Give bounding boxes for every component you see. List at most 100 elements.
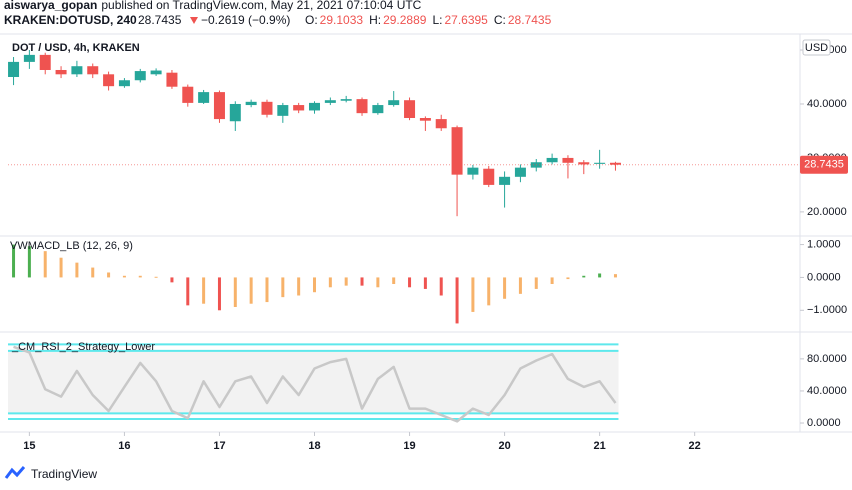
histogram-bar (170, 277, 174, 283)
x-tick-label: 19 (403, 440, 415, 452)
candle-body (609, 162, 621, 165)
candle-body (578, 162, 590, 165)
candle-body (419, 118, 431, 121)
ohlc-value: 27.6395 (444, 13, 488, 27)
y-tick-label: 1.0000 (807, 238, 841, 250)
histogram-bar (503, 277, 507, 299)
rsi-line (13, 345, 617, 423)
candle-body (213, 92, 225, 120)
candle-body (451, 127, 463, 175)
ohlc-label: L: (432, 13, 442, 27)
histogram-bar (186, 277, 190, 306)
histogram-bar (313, 277, 317, 293)
brand: TradingView (31, 467, 97, 481)
down-arrow (190, 17, 198, 24)
histogram-bar (344, 277, 348, 286)
candle-body (499, 176, 511, 185)
currency-box[interactable] (802, 39, 831, 56)
y-tick-label: 80.0000 (807, 353, 847, 365)
candle-body (118, 80, 130, 87)
author: aiswarya_gopan (4, 0, 97, 12)
y-tick-label: −1.0000 (807, 304, 847, 316)
x-tick-label: 17 (213, 440, 225, 452)
candle-body (293, 105, 305, 111)
candle-body (8, 61, 20, 78)
histogram-bar (471, 277, 475, 312)
ohlc-label: C: (494, 13, 506, 27)
histogram-bar (376, 277, 380, 288)
x-tick-label: 21 (593, 440, 605, 452)
symbol: KRAKEN:DOTUSD, 240 (4, 13, 137, 27)
histogram-bar (518, 277, 522, 294)
candle-body (229, 103, 241, 122)
histogram-bar (487, 277, 491, 306)
histogram-bar (439, 277, 443, 296)
candle-body (182, 86, 194, 103)
candle-body (340, 99, 352, 101)
histogram-bar (534, 277, 538, 289)
histogram-bar (217, 277, 221, 311)
histogram-bar (202, 277, 206, 304)
histogram-bar (249, 277, 253, 304)
histogram-bar (75, 262, 79, 278)
histogram-bar (613, 274, 617, 278)
candle-body (245, 101, 257, 106)
ohlc-label: H: (369, 13, 381, 27)
candle-body (404, 100, 416, 119)
y-tick-label: 20.0000 (807, 206, 847, 218)
histogram-bar (297, 277, 301, 296)
histogram-bar (328, 277, 332, 288)
candle-body (562, 157, 574, 163)
candle-body (388, 100, 400, 106)
candle-body (166, 72, 178, 87)
candle-body (103, 74, 115, 87)
histogram-bar (91, 267, 95, 278)
candle-body (23, 54, 35, 62)
histogram-bar (550, 277, 554, 284)
candle-body (39, 54, 51, 70)
candle-body (594, 162, 606, 164)
last-price-label: 28.7435 (804, 159, 844, 171)
pane-title: VWMACD_LB (12, 26, 9) (10, 240, 133, 252)
histogram-bar (423, 277, 427, 289)
y-tick-label: 40.0000 (807, 385, 847, 397)
candle-body (309, 102, 321, 111)
candle-body (87, 66, 99, 75)
histogram-bar (43, 251, 47, 278)
histogram-bar (281, 277, 285, 298)
candle-body (134, 71, 146, 81)
ohlc-value: 29.2889 (383, 13, 427, 27)
candle-body (467, 167, 479, 175)
histogram-bar (233, 277, 237, 307)
candle-body (514, 167, 526, 177)
histogram-bar (122, 275, 126, 278)
histogram-bar (392, 277, 396, 284)
candle-body (277, 105, 289, 116)
price: 28.7435 (138, 13, 182, 27)
histogram-bar (59, 257, 63, 278)
y-tick-label: 0.0000 (807, 271, 841, 283)
x-tick-label: 15 (23, 440, 35, 452)
y-tick-label: 0.0000 (807, 417, 841, 429)
histogram-bar (566, 277, 570, 280)
histogram-bar (360, 277, 364, 286)
candle-body (150, 70, 162, 75)
histogram-bar (582, 275, 586, 278)
histogram-bar (138, 275, 142, 278)
candle-body (261, 101, 273, 115)
candle-body (483, 168, 495, 185)
histogram-bar (408, 277, 412, 288)
candle-body (71, 66, 83, 75)
histogram-bar (107, 272, 111, 278)
pane-title: _CM_RSI_2_Strategy_Lower (11, 341, 155, 353)
candle-body (546, 157, 558, 163)
candle-body (198, 92, 210, 103)
logo (4, 466, 26, 479)
currency[interactable]: USD (805, 42, 828, 54)
ohlc-value: 28.7435 (508, 13, 552, 27)
rsi-band (8, 350, 619, 414)
published: published on TradingView.com, May 21, 20… (101, 0, 421, 12)
x-tick-label: 20 (498, 440, 510, 452)
y-tick-label: 40.0000 (807, 98, 847, 110)
